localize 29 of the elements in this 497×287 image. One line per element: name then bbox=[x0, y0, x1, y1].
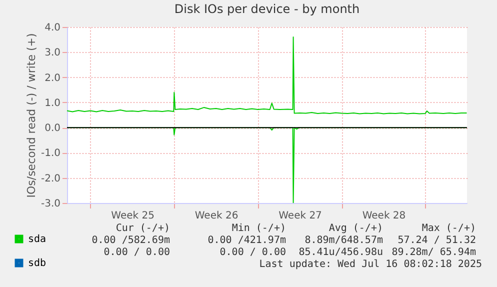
text: 85.41u/456.98u bbox=[298, 247, 383, 258]
x-tick-label: Week 28 bbox=[362, 210, 406, 222]
text: 57.24 / 51.32 bbox=[398, 235, 476, 246]
y-tick-label: 0.0 bbox=[44, 123, 60, 134]
y-tick-label: 1.0 bbox=[44, 98, 60, 109]
x-tick-label: Week 27 bbox=[278, 210, 322, 222]
legend-label: sdb bbox=[28, 258, 46, 269]
text: 0.00 /421.97m bbox=[208, 235, 286, 246]
y-tick-label: 4.0 bbox=[44, 22, 60, 34]
y-tick-label: -3.0 bbox=[40, 198, 60, 210]
y-tick-label: 3.0 bbox=[44, 48, 60, 59]
legend-label: sda bbox=[28, 234, 46, 245]
text: Last update: Wed Jul 16 08:02:18 2025 bbox=[259, 259, 482, 270]
text: 0.00 / 0.00 bbox=[220, 247, 286, 258]
text: Max (-/+) bbox=[422, 223, 476, 234]
chart-title: Disk IOs per device - by month bbox=[174, 2, 360, 16]
text: Cur (-/+) bbox=[116, 223, 170, 234]
text: 8.89m/648.57m bbox=[304, 235, 383, 246]
text: 0.00 /582.69m bbox=[92, 235, 170, 246]
text: Avg (-/+) bbox=[328, 223, 383, 234]
text: 0.00 / 0.00 bbox=[104, 247, 170, 258]
x-tick-label: Week 25 bbox=[111, 210, 154, 222]
x-tick-label: Week 26 bbox=[194, 210, 238, 222]
text: Min (-/+) bbox=[232, 223, 286, 234]
y-tick-label: 2.0 bbox=[44, 72, 60, 84]
y-axis-title: IOs/second read (-) / write (+) bbox=[24, 33, 38, 198]
text: 89.28m/ 65.94m bbox=[392, 247, 476, 258]
y-tick-label: -1.0 bbox=[40, 148, 60, 160]
y-tick-label: -2.0 bbox=[40, 173, 60, 184]
